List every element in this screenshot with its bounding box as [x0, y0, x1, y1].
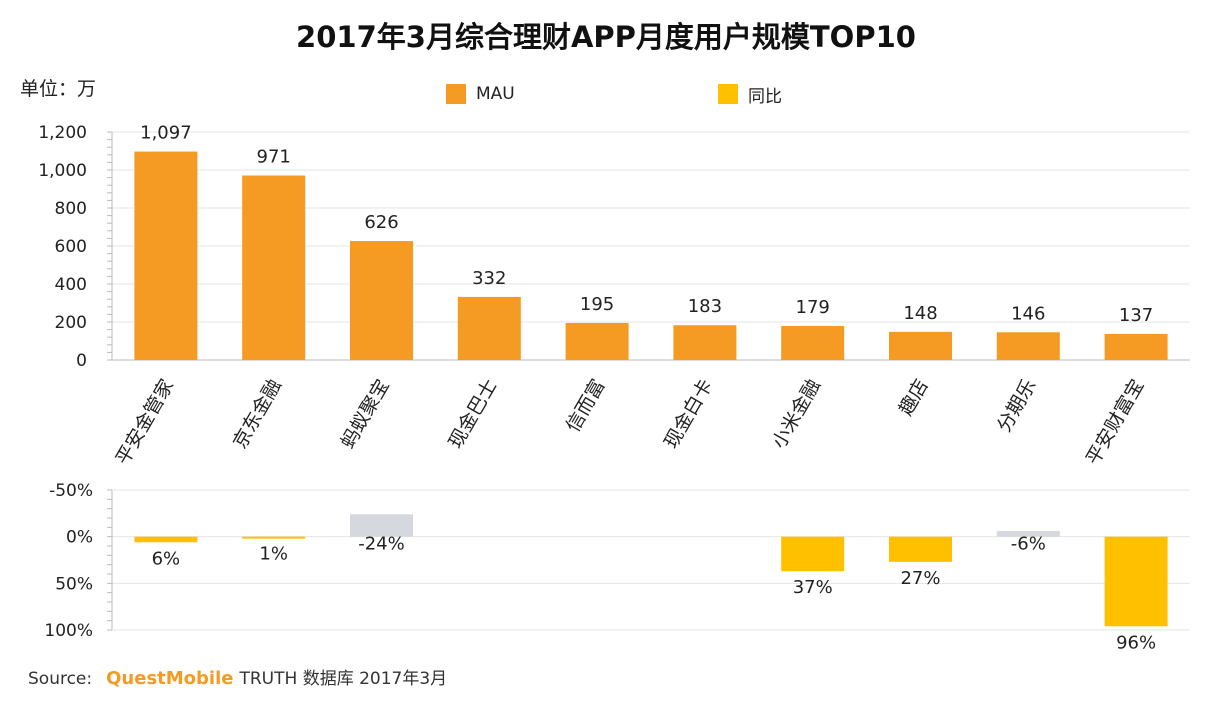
category-label: 小米金融: [768, 376, 825, 453]
yoy-value-label: 96%: [1116, 632, 1156, 653]
yoy-value-label: -24%: [358, 534, 405, 555]
top-ytick-label: 1,000: [38, 161, 87, 181]
top-ytick-label: 400: [55, 275, 87, 295]
mau-value-label: 183: [688, 296, 722, 317]
top-ytick-label: 1,200: [38, 123, 87, 143]
top-ytick-label: 800: [55, 199, 87, 219]
legend-label-mau: MAU: [476, 84, 515, 104]
mau-value-label: 626: [364, 212, 398, 233]
mau-bar: [350, 241, 413, 360]
mau-bar: [457, 296, 521, 360]
yoy-value-label: 1%: [259, 544, 288, 565]
yoy-value-label: 37%: [793, 577, 833, 598]
legend-swatch-mau: [446, 84, 466, 104]
mau-value-label: 146: [1011, 303, 1045, 324]
bottom-ytick-label: 50%: [55, 574, 93, 594]
category-label: 现金巴士: [445, 376, 502, 453]
yoy-value-label: -6%: [1011, 534, 1046, 555]
mau-value-label: 1,097: [140, 123, 192, 144]
yoy-bar: [350, 514, 413, 537]
yoy-bar: [781, 536, 845, 572]
mau-bar: [781, 325, 845, 360]
unit-label: 单位：万: [20, 78, 97, 100]
mau-bar: [242, 175, 306, 360]
yoy-bar: [889, 536, 952, 562]
top-ytick-label: 600: [55, 237, 87, 257]
source-line: Source: QuestMobile TRUTH 数据库 2017年3月: [28, 664, 447, 689]
category-label: 趣店: [895, 376, 933, 420]
legend-item-mau: MAU: [446, 83, 515, 105]
yoy-bar: [996, 531, 1060, 537]
category-label: 京东金融: [229, 376, 286, 453]
yoy-value-label: 27%: [900, 568, 940, 589]
mau-value-label: 195: [580, 294, 614, 315]
yoy-bar: [242, 536, 306, 539]
chart-title: 2017年3月综合理财APP月度用户规模TOP10: [296, 20, 916, 54]
category-label: 平安金管家: [112, 376, 179, 469]
top-ytick-label: 0: [76, 351, 87, 371]
legend-swatch-yoy: [718, 84, 738, 104]
category-label: 平安财富宝: [1082, 376, 1149, 469]
source-brand: QuestMobile: [106, 668, 234, 689]
yoy-value-label: 6%: [152, 548, 181, 569]
mau-bar: [1104, 333, 1168, 360]
source-label: Source:: [28, 669, 93, 689]
mau-value-label: 332: [472, 268, 506, 289]
bottom-ytick-label: -50%: [49, 481, 93, 501]
mau-bar: [565, 322, 629, 360]
mau-value-label: 148: [903, 303, 937, 324]
bottom-ytick-label: 0%: [66, 528, 93, 548]
legend-item-yoy: 同比: [718, 83, 782, 107]
category-label: 信而富: [562, 376, 610, 436]
category-label: 分期乐: [993, 376, 1041, 436]
legend-label-yoy: 同比: [748, 86, 782, 107]
source-text: TRUTH 数据库 2017年3月: [239, 669, 448, 689]
top-ytick-label: 200: [55, 313, 87, 333]
mau-bar: [889, 331, 952, 360]
category-label: 蚂蚁聚宝: [337, 376, 394, 453]
yoy-bar: [1104, 536, 1168, 627]
mau-bar: [673, 325, 737, 360]
mau-value-label: 971: [257, 147, 291, 168]
yoy-bar: [134, 536, 198, 543]
bottom-ytick-label: 100%: [44, 621, 93, 641]
mau-bar: [996, 332, 1060, 360]
mau-bar: [134, 151, 198, 360]
category-label: 现金白卡: [660, 376, 717, 453]
mau-value-label: 137: [1119, 305, 1153, 326]
mau-value-label: 179: [796, 297, 830, 318]
